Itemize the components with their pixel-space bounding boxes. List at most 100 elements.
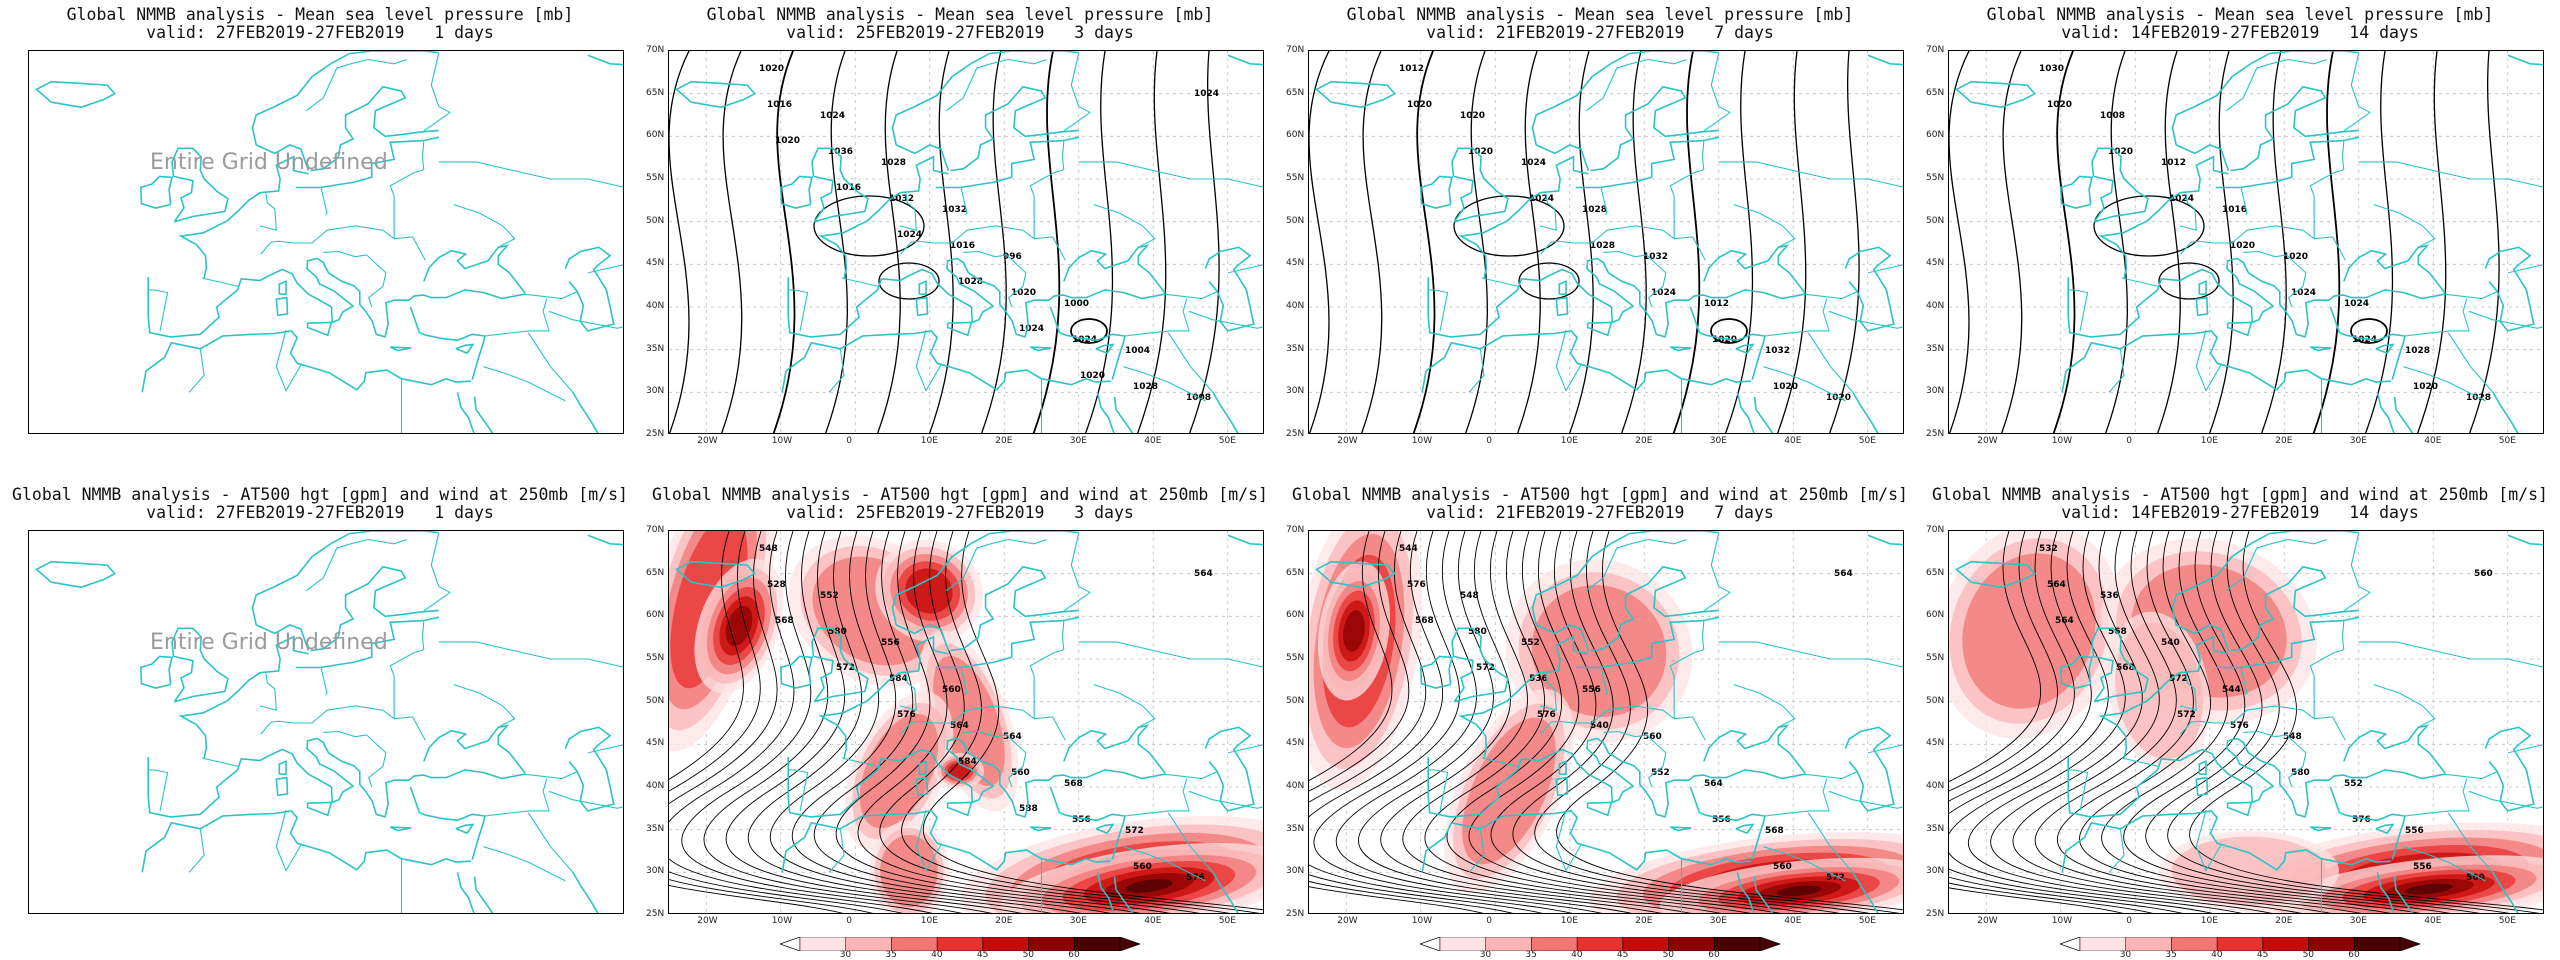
- map-area: 1020 1024 1028 1032 996 1000 1004 1008 1016 1036 1…: [668, 50, 1264, 434]
- lon-tick-label: 10E: [2200, 916, 2218, 926]
- lon-tick-label: 20W: [1337, 916, 1358, 926]
- contour-label: 1020: [2413, 382, 2438, 392]
- grid-lines: [1309, 51, 1903, 433]
- contour-label: 584: [889, 674, 908, 684]
- lon-tick-label: 50E: [1218, 916, 1236, 926]
- panel-subtitle: valid: 14FEB2019-27FEB2019 14 days: [2061, 23, 2419, 42]
- lon-tick-label: 10W: [771, 436, 793, 446]
- lon-tick-label: 10E: [920, 916, 938, 926]
- lon-tick-label: 40E: [1784, 436, 1802, 446]
- lon-tick-label: 30E: [1709, 436, 1727, 446]
- lat-tick-label: 45N: [1286, 738, 1305, 749]
- contour-label: 1024: [1521, 158, 1546, 168]
- lat-tick-label: 65N: [646, 87, 665, 98]
- lat-tick-label: 40N: [1286, 781, 1305, 791]
- lon-tick-label: 10E: [920, 436, 938, 446]
- contour-label: 564: [1194, 569, 1213, 579]
- map-canvas: [35, 531, 623, 913]
- lon-tick-label: 30E: [2349, 916, 2367, 926]
- contour-label: 560: [1643, 732, 1662, 742]
- colorbar-tick-label: 35: [2165, 950, 2177, 960]
- map-canvas: 1012 1020 1024 1028 1032 1012 1032 1020 1020 1020…: [1309, 51, 1903, 433]
- contour-label: 1036: [828, 147, 853, 157]
- contour-label: 576: [2230, 721, 2249, 731]
- lat-tick-label: 65N: [646, 567, 665, 578]
- lon-tick-label: 30E: [1709, 916, 1727, 926]
- colorbar-tick-label: 60: [1068, 950, 1080, 960]
- colorbar: 30 35 40 45 50 60: [778, 936, 1142, 960]
- map-area: 544 548 552 556 560 564 568 572 576 580 536 540 552 5…: [1308, 530, 1904, 914]
- lat-tick-label: 45N: [646, 738, 665, 749]
- panel-subtitle: valid: 25FEB2019-27FEB2019 3 days: [786, 503, 1134, 522]
- lat-tick-label: 60N: [1926, 130, 1945, 141]
- contour-label: 576: [897, 710, 916, 720]
- coastlines: [35, 531, 623, 913]
- contour-label: 1012: [2161, 158, 2186, 168]
- panel-title: Global NMMB analysis - Mean sea level pr…: [66, 5, 574, 24]
- contour-label: 568: [1415, 616, 1434, 626]
- lon-tick-label: 50E: [2498, 916, 2516, 926]
- lat-tick-label: 55N: [1926, 173, 1945, 183]
- lon-tick-label: 10W: [2051, 436, 2073, 446]
- contour-label: 1020: [1773, 382, 1798, 392]
- lat-tick-label: 50N: [646, 695, 665, 706]
- contour-label: 1020: [759, 64, 784, 74]
- lat-tick-label: 50N: [1286, 215, 1305, 226]
- lon-tick-label: 40E: [1784, 916, 1802, 926]
- colorbar-tick-label: 60: [2348, 950, 2360, 960]
- lat-tick-label: 70N: [1926, 525, 1945, 535]
- contour-label: 996: [1003, 252, 1022, 262]
- lat-tick-label: 30N: [1926, 386, 1945, 397]
- contour-label: 1020: [2047, 100, 2072, 110]
- contour-label: 1008: [2100, 111, 2125, 121]
- panel-title: Global NMMB analysis - AT500 hgt [gpm] a…: [652, 485, 1268, 504]
- lat-tick-label: 35N: [1286, 343, 1305, 354]
- lon-tick-label: 0: [846, 916, 852, 926]
- contour-label: 560: [1773, 862, 1792, 872]
- contour-label: 1024: [2169, 194, 2194, 204]
- contours: [1949, 531, 2543, 913]
- contour-label: 568: [1765, 826, 1784, 836]
- contour-label: 544: [1399, 544, 1418, 554]
- lat-tick-label: 25N: [646, 909, 665, 919]
- lat-tick-label: 70N: [1286, 45, 1305, 55]
- contour-label: 1032: [1765, 346, 1790, 356]
- contour-label: 564: [1704, 779, 1723, 789]
- colorbar-tick-label: 40: [1571, 950, 1583, 960]
- map-panel: Global NMMB analysis - AT500 hgt [gpm] a…: [1280, 480, 1920, 960]
- contour-label: 1028: [2405, 346, 2430, 356]
- contour-label: 1020: [2283, 252, 2308, 262]
- contour-label: 572: [2169, 674, 2188, 684]
- map-panel: Global NMMB analysis - AT500 hgt [gpm] a…: [0, 480, 640, 960]
- contour-label: 572: [2177, 710, 2196, 720]
- contour-label: 576: [1537, 710, 1556, 720]
- contour-label: 552: [820, 591, 839, 601]
- lat-tick-label: 45N: [646, 258, 665, 269]
- contour-label: 552: [2344, 779, 2363, 789]
- lon-tick-label: 20E: [2275, 436, 2293, 446]
- contour-label: 1016: [2222, 205, 2247, 215]
- contour-label: 1012: [1704, 299, 1729, 309]
- lon-tick-label: 20E: [1635, 436, 1653, 446]
- lon-tick-label: 50E: [1858, 916, 1876, 926]
- lon-tick-label: 0: [2126, 916, 2132, 926]
- lat-tick-label: 70N: [1926, 45, 1945, 55]
- contour-label: 556: [881, 638, 900, 648]
- map-panel: Global NMMB analysis - AT500 hgt [gpm] a…: [1920, 480, 2560, 960]
- panel-subtitle: valid: 27FEB2019-27FEB2019 1 days: [146, 23, 494, 42]
- lat-tick-label: 60N: [1926, 610, 1945, 621]
- lon-tick-label: 10W: [771, 916, 793, 926]
- contour-label: 560: [2474, 569, 2493, 579]
- lon-tick-label: 0: [2126, 436, 2132, 446]
- lon-tick-label: 0: [1486, 916, 1492, 926]
- coastlines: [675, 51, 1263, 433]
- contour-label: 556: [2413, 862, 2432, 872]
- panel-title: Global NMMB analysis - Mean sea level pr…: [1346, 5, 1854, 24]
- lat-tick-label: 70N: [646, 525, 665, 535]
- contour-label: 1020: [1080, 371, 1105, 381]
- map-panel: Global NMMB analysis - Mean sea level pr…: [640, 0, 1280, 480]
- lat-tick-label: 55N: [646, 173, 665, 183]
- lat-tick-label: 30N: [646, 386, 665, 397]
- contour-label: 528: [767, 580, 786, 590]
